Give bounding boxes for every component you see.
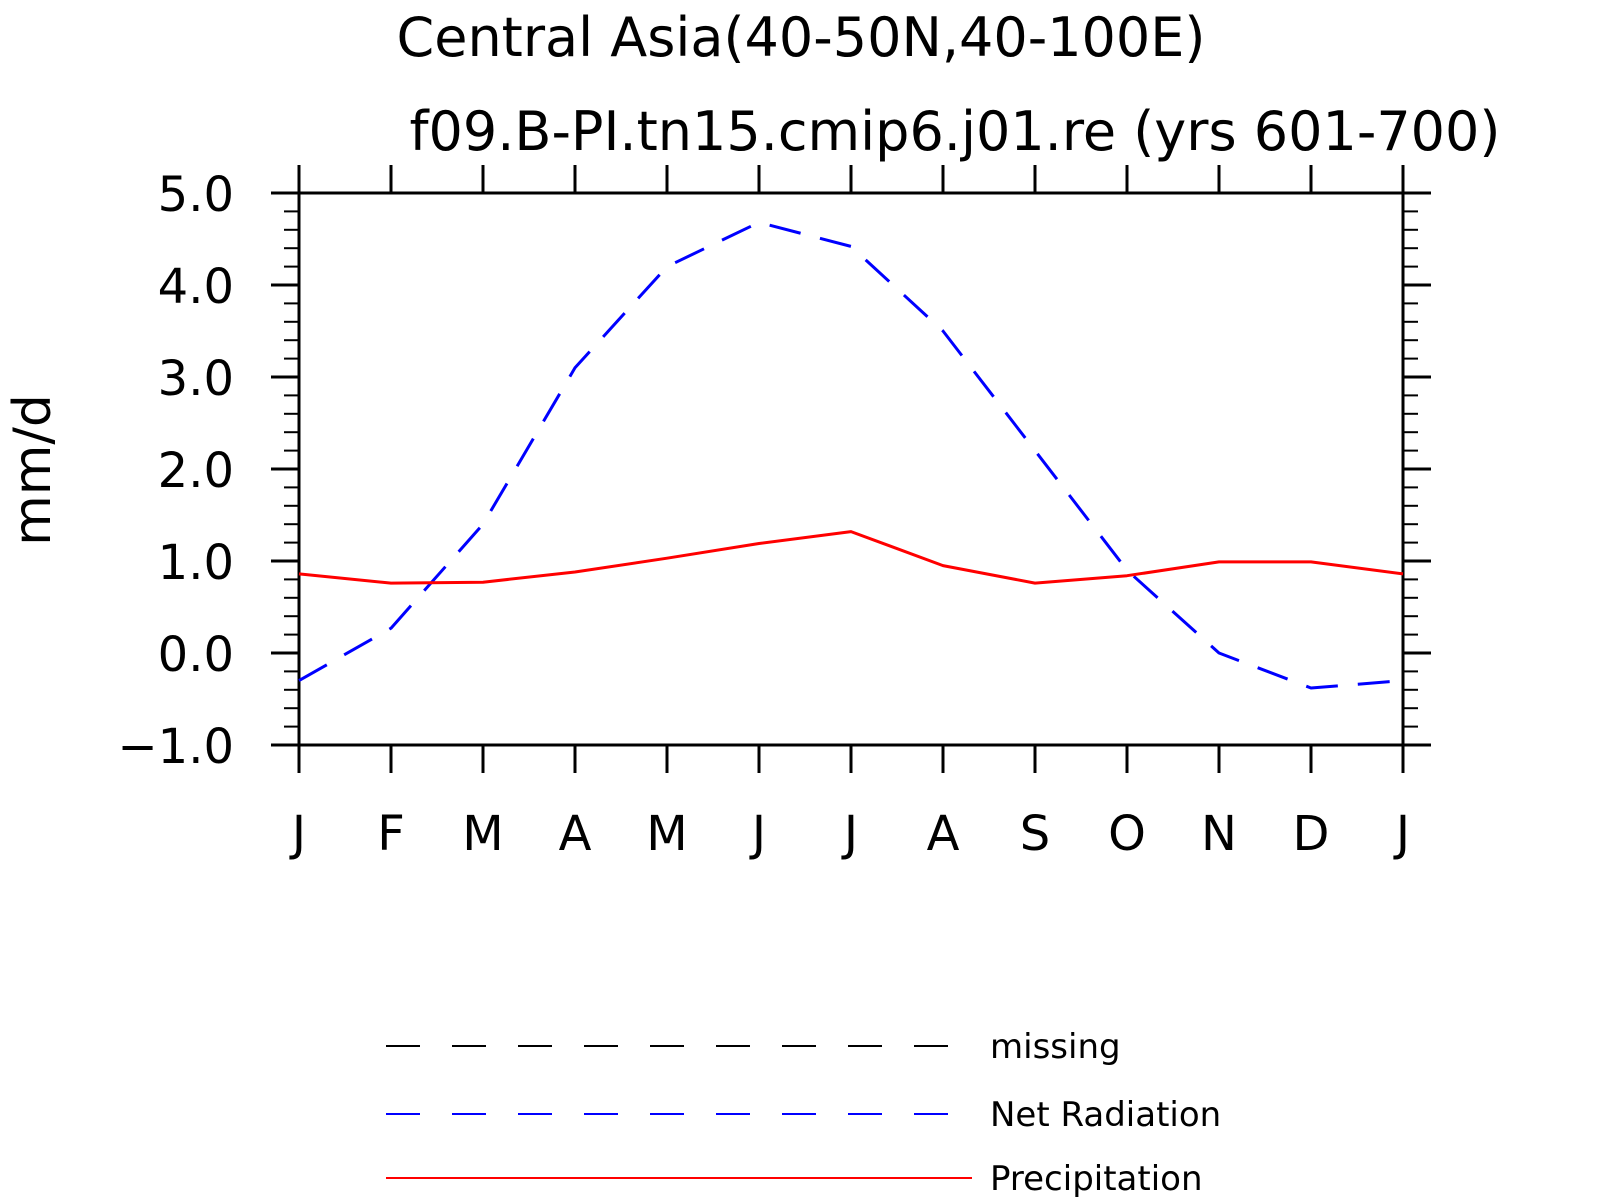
x-tick-label: N	[1201, 806, 1237, 862]
x-tick-label: A	[559, 806, 592, 862]
x-tick-label: J	[1393, 806, 1410, 862]
x-tick-label: O	[1108, 806, 1146, 862]
y-tick-label: −1.0	[117, 719, 234, 775]
chart-subtitle: f09.B-PI.tn15.cmip6.j01.re (yrs 601-700)	[410, 100, 1501, 163]
y-tick-label: 2.0	[158, 443, 234, 499]
y-axis-label: mm/d	[3, 394, 63, 546]
chart-title: Central Asia(40-50N,40-100E)	[397, 6, 1206, 69]
x-tick-label: D	[1293, 806, 1330, 862]
y-tick-label: 5.0	[158, 167, 234, 223]
legend: missing Net Radiation Precipitation	[386, 1027, 1221, 1198]
x-tick-label: A	[927, 806, 960, 862]
series-line-precipitation	[298, 530, 1404, 585]
x-tick-label: J	[289, 806, 306, 862]
legend-label-precipitation: Precipitation	[990, 1159, 1203, 1198]
x-tick-label: S	[1020, 806, 1050, 862]
y-tick-label: 1.0	[158, 535, 234, 591]
y-tick-label: 3.0	[158, 351, 234, 407]
x-tick-label: M	[646, 806, 687, 862]
series-layer	[298, 220, 1404, 690]
axis-ticks: J F M A M J J A S O N D J−1.00.01.02.03.04.05.0	[117, 165, 1431, 862]
y-tick-label: 0.0	[158, 627, 234, 683]
x-tick-label: J	[749, 806, 766, 862]
plot-frame	[297, 191, 1405, 747]
legend-label-missing: missing	[990, 1027, 1121, 1067]
y-tick-label: 4.0	[158, 259, 234, 315]
x-tick-label: M	[462, 806, 503, 862]
legend-label-net-radiation: Net Radiation	[990, 1095, 1221, 1135]
x-tick-label: F	[377, 806, 405, 862]
x-tick-label: J	[841, 806, 858, 862]
series-line-net-radiation	[298, 220, 1404, 690]
